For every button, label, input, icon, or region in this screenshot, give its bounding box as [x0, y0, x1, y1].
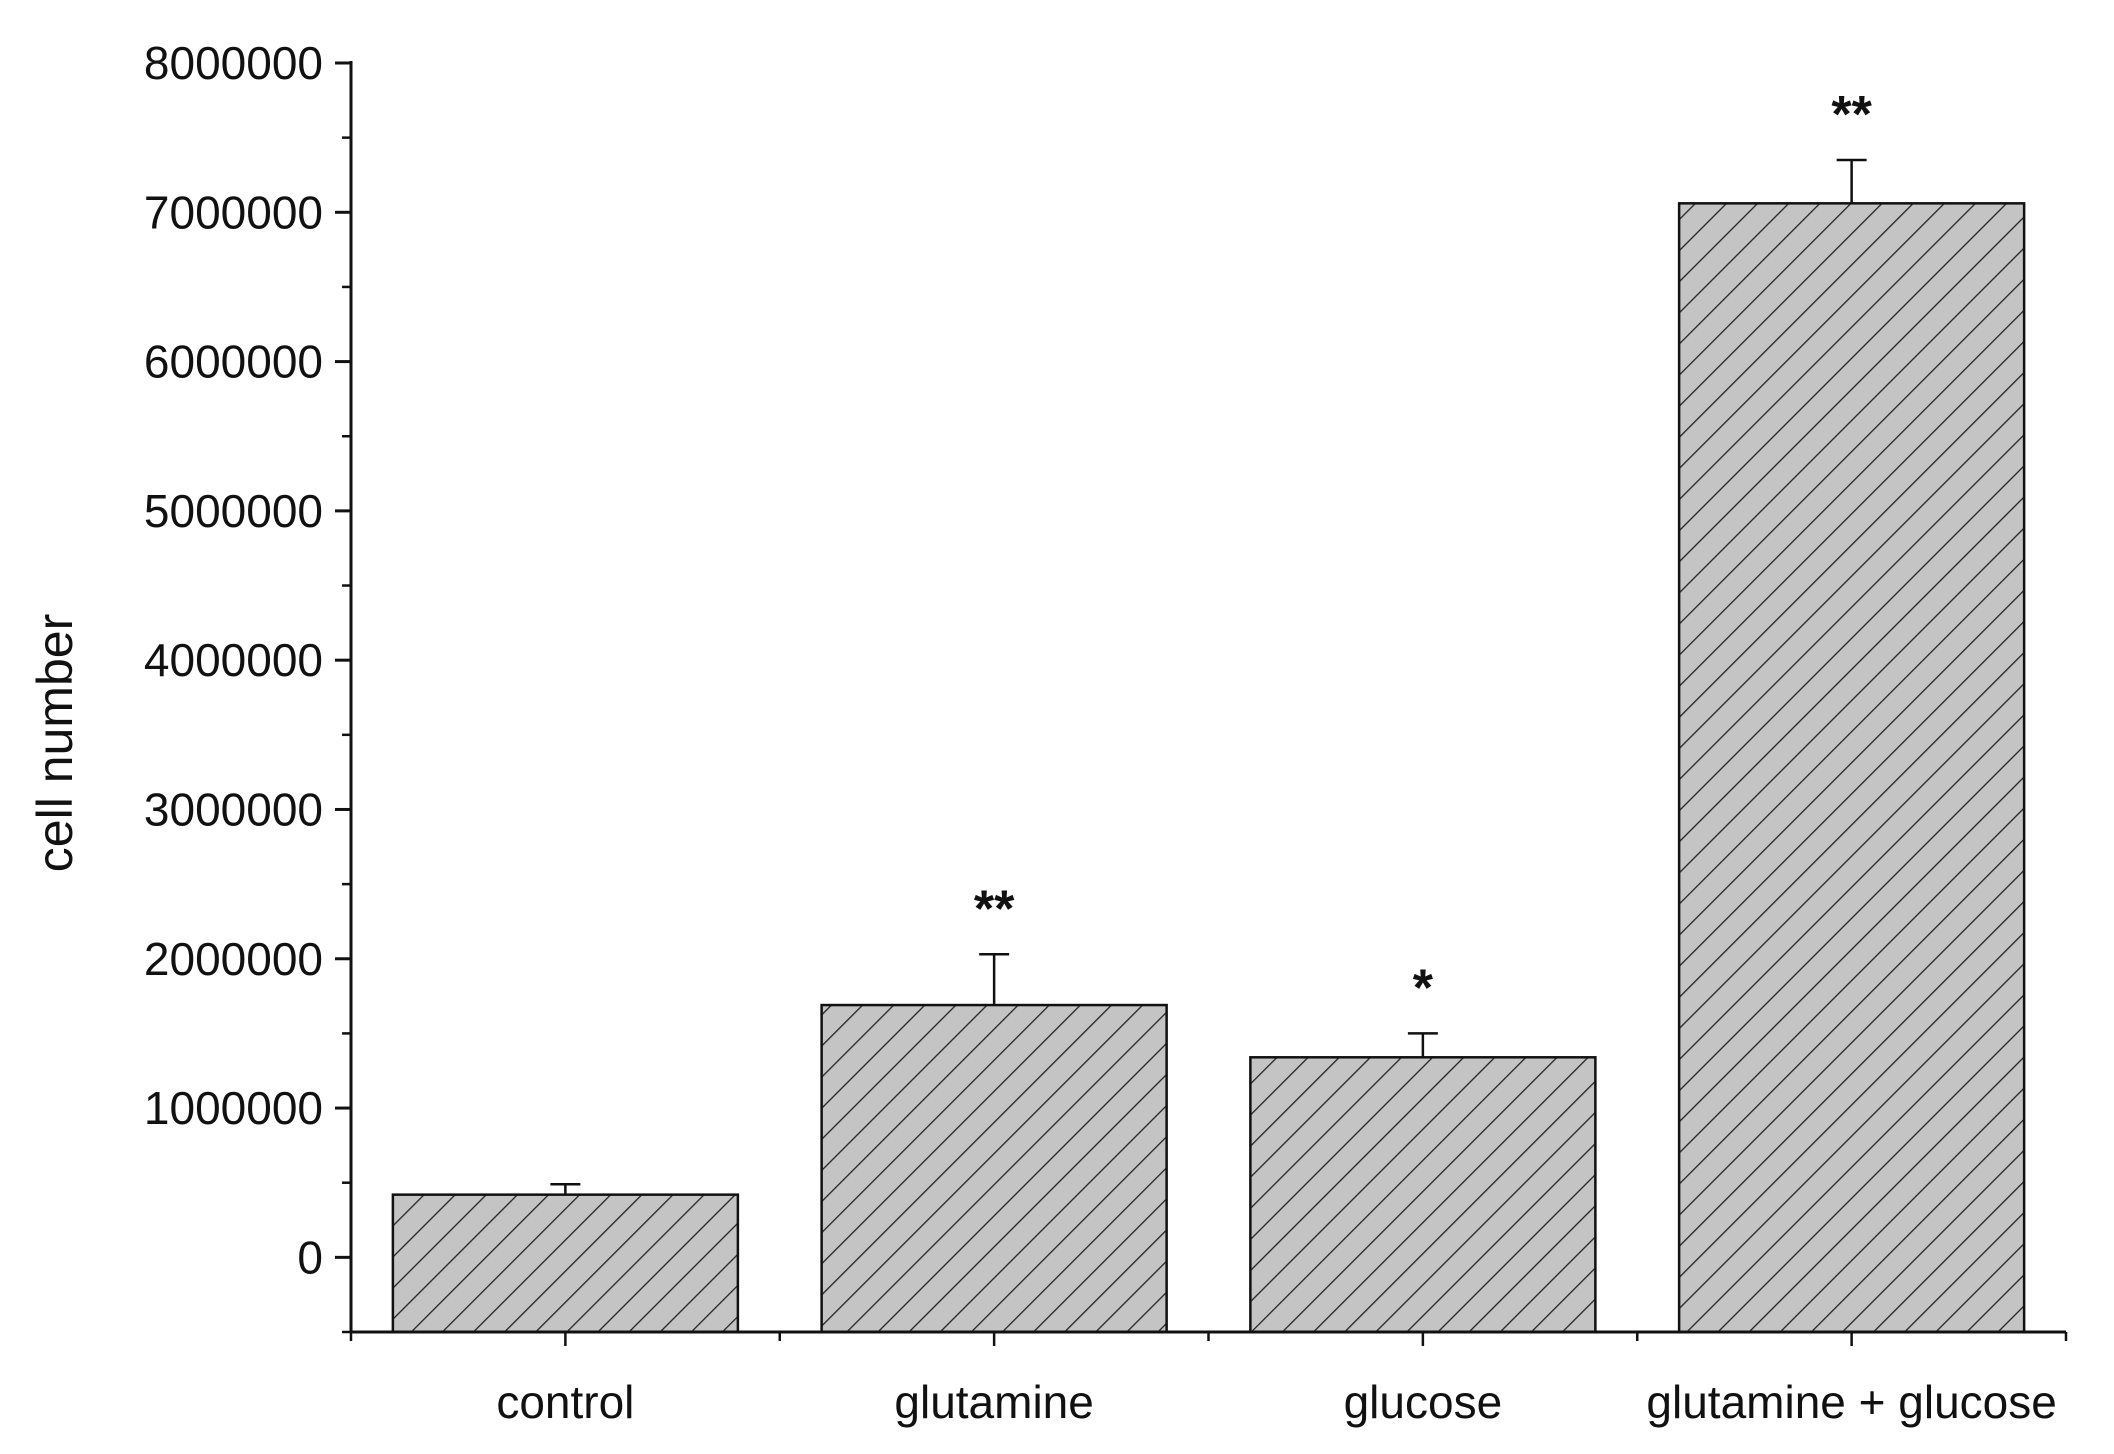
y-tick-label: 8000000: [144, 37, 323, 89]
y-tick-label: 0: [297, 1231, 323, 1283]
x-tick-label-glucose: glucose: [1344, 1376, 1503, 1428]
bars-layer: [391, 158, 2026, 1334]
y-tick-label: 7000000: [144, 186, 323, 238]
y-tick-label: 4000000: [144, 634, 323, 686]
y-tick-label: 3000000: [144, 783, 323, 835]
x-tick-label-control: control: [496, 1376, 634, 1428]
significance-label-glutamine-glucose: **: [1831, 86, 1872, 144]
x-tick-label-glutamine-glucose: glutamine + glucose: [1646, 1376, 2056, 1428]
bar-hatch-glucose: [1249, 1056, 1597, 1334]
y-tick-label: 5000000: [144, 485, 323, 537]
x-tick-label-glutamine: glutamine: [894, 1376, 1093, 1428]
bar-hatch-glutamine: [820, 1003, 1168, 1334]
significance-label-glucose: *: [1413, 959, 1434, 1017]
y-tick-label: 1000000: [144, 1082, 323, 1134]
labels-layer: control ** glutamine * glucose ** glutamine + …: [144, 37, 2057, 1428]
axes-layer: [335, 61, 2068, 1346]
bar-hatch-glutamine-glucose: [1677, 202, 2026, 1334]
significance-label-glutamine: **: [974, 880, 1015, 938]
bar-hatch-control: [391, 1193, 740, 1334]
y-tick-label: 6000000: [144, 336, 323, 388]
y-axis-label: cell number: [27, 614, 83, 872]
y-tick-label: 2000000: [144, 933, 323, 985]
